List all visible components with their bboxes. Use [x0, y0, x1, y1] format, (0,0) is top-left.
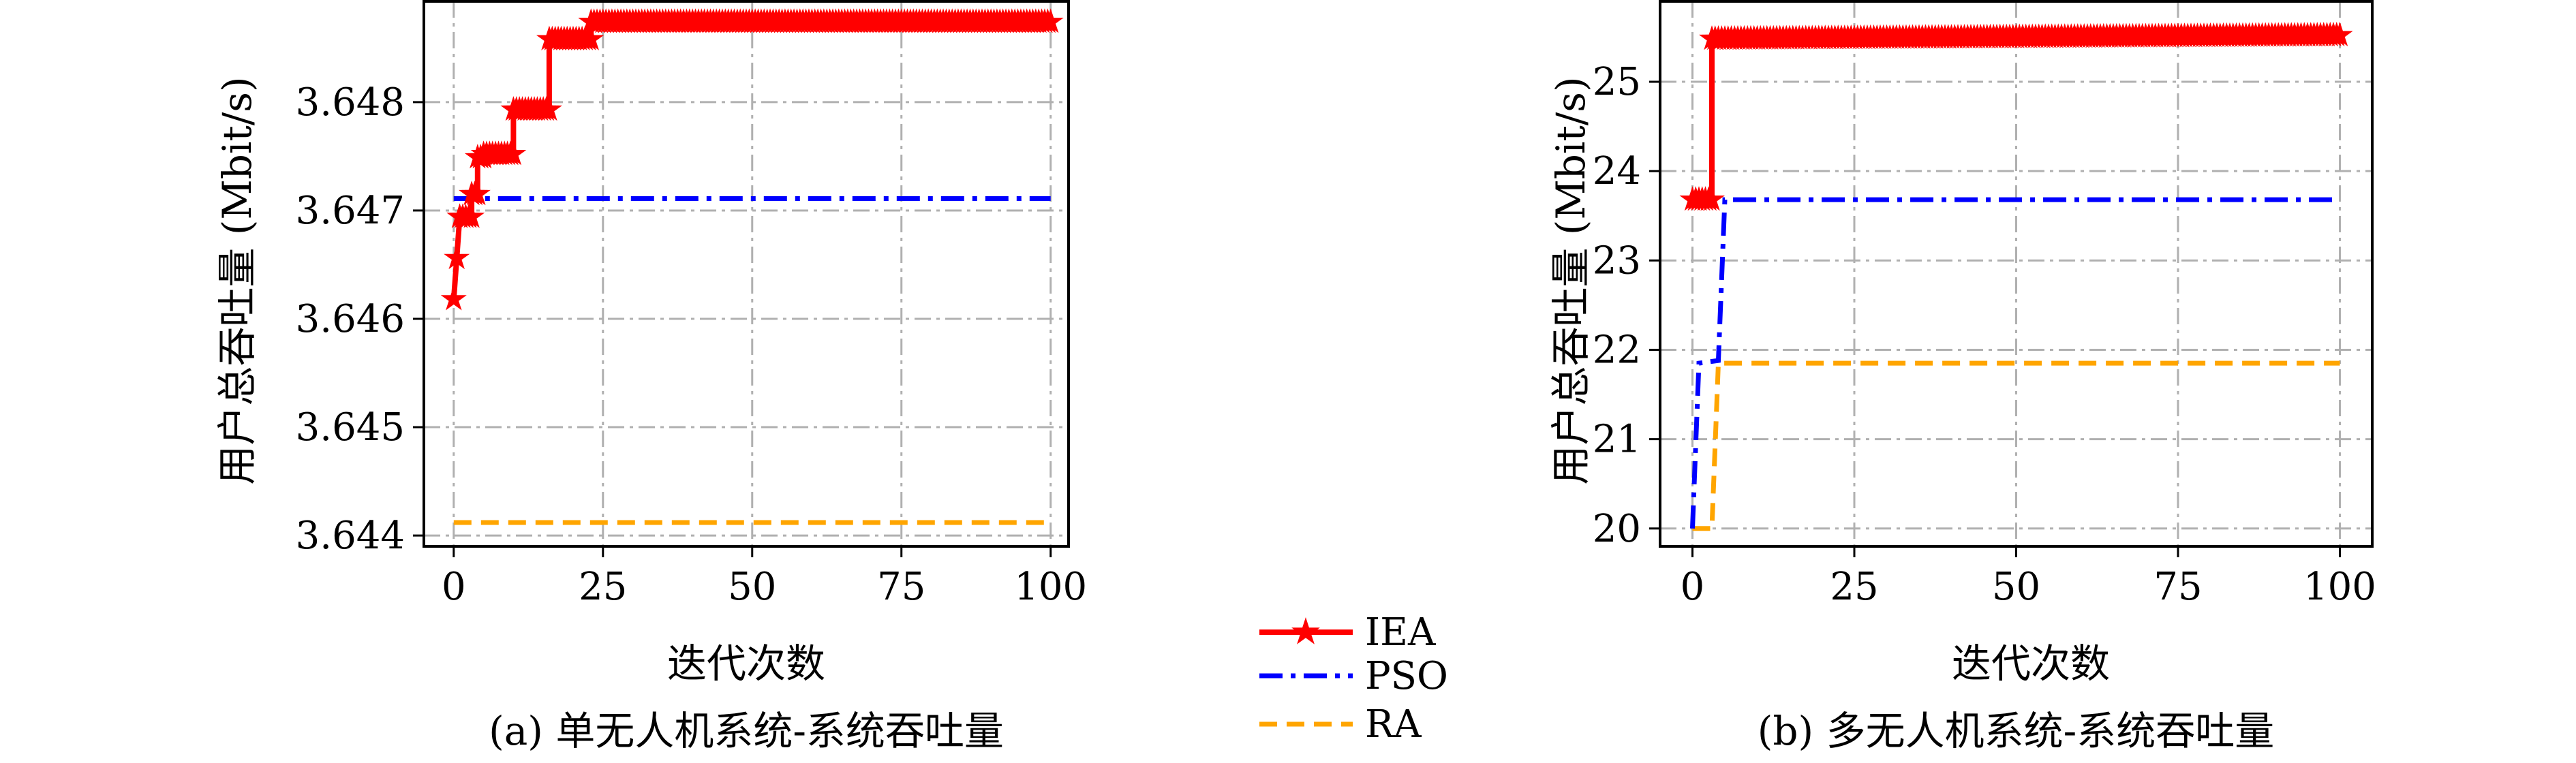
y-tick-label: 3.644	[296, 514, 405, 558]
y-ticks-a: 3.644 3.645 3.646 3.647 3.648	[296, 80, 424, 558]
grid-lines-a	[424, 1, 1069, 546]
y-axis-label-b: 用户总吞吐量 (Mbit/s)	[1548, 76, 1594, 484]
legend-item-ra: RA	[1259, 702, 1422, 747]
legend-label-pso: PSO	[1365, 654, 1448, 698]
series-line-ra	[1692, 360, 2340, 531]
legend-label-ra: RA	[1365, 702, 1422, 747]
grid-lines-b	[1660, 1, 2372, 546]
x-tick-label: 75	[2153, 565, 2202, 609]
x-tick-label: 50	[728, 565, 776, 609]
caption-a: (a) 单无人机系统-系统吞吐量	[489, 708, 1004, 754]
y-tick-label: 3.645	[296, 405, 405, 450]
x-tick-label: 25	[1830, 565, 1878, 609]
y-tick-label: 25	[1593, 60, 1641, 104]
chart-panel-a: 0 25 50 75 100 3.644 3.645 3.646 3.647 3.648 迭代次…	[214, 0, 1087, 754]
y-ticks-b: 20 21 22 23 24 25	[1593, 60, 1660, 551]
y-tick-label: 24	[1593, 149, 1641, 193]
legend-item-pso: PSO	[1259, 654, 1448, 698]
y-tick-label: 21	[1593, 418, 1641, 462]
y-tick-label: 23	[1593, 238, 1641, 283]
x-tick-label: 50	[1992, 565, 2040, 609]
chart-panel-b: 0 25 50 75 100 20 21 22 23 24 25 迭代次数 用户总吞吐量 (Mbi…	[1548, 0, 2376, 754]
y-tick-label: 3.647	[296, 189, 405, 233]
x-tick-label: 100	[1014, 565, 1087, 609]
series-group-b	[1679, 21, 2353, 531]
y-tick-label: 22	[1593, 328, 1641, 372]
y-tick-label: 3.646	[296, 297, 405, 341]
x-tick-label: 25	[579, 565, 627, 609]
legend-item-iea: IEA	[1259, 610, 1436, 655]
x-tick-label: 0	[442, 565, 466, 609]
x-axis-label-b: 迭代次数	[1952, 640, 2110, 687]
y-axis-label-a: 用户总吞吐量 (Mbit/s)	[214, 76, 260, 484]
x-ticks-a: 0 25 50 75 100	[442, 546, 1087, 609]
x-tick-label: 0	[1681, 565, 1705, 609]
series-group-a	[440, 8, 1064, 525]
plot-frame-a	[423, 0, 1070, 548]
x-axis-label-a: 迭代次数	[667, 640, 825, 687]
x-ticks-b: 0 25 50 75 100	[1681, 546, 2376, 609]
x-tick-label: 75	[877, 565, 925, 609]
legend: IEA PSO RA	[1259, 610, 1448, 747]
series-marker	[440, 285, 467, 311]
x-tick-label: 100	[2303, 565, 2376, 609]
y-tick-label: 3.648	[296, 80, 405, 125]
legend-label-iea: IEA	[1365, 610, 1436, 655]
series-line-pso	[1690, 197, 2340, 529]
caption-b: (b) 多无人机系统-系统吞吐量	[1758, 708, 2274, 754]
y-tick-label: 20	[1593, 507, 1641, 551]
